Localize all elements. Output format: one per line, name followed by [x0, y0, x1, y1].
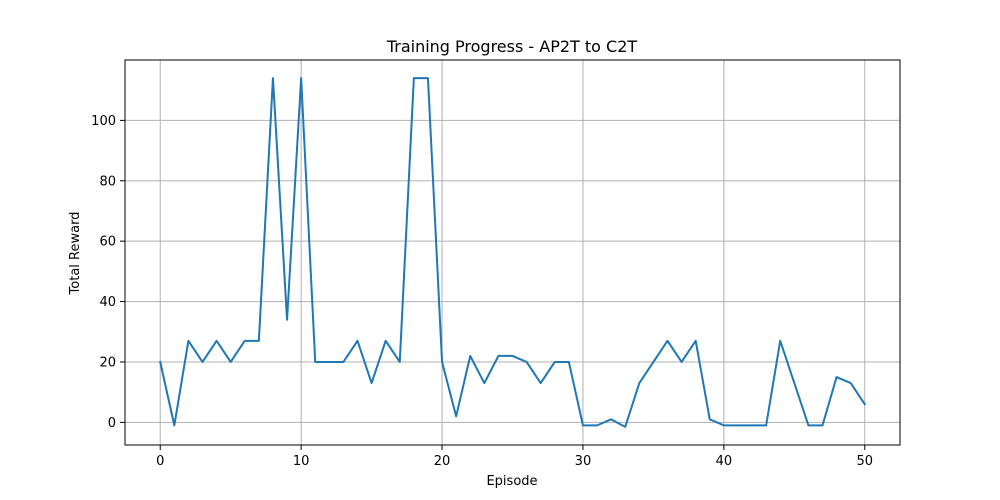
chart-title: Training Progress - AP2T to C2T	[386, 37, 638, 56]
plot-frame	[124, 59, 901, 446]
series-line-1	[159, 77, 867, 428]
y-tick-label: 100	[91, 114, 116, 129]
y-tick-label: 40	[99, 295, 116, 310]
y-axis-label: Total Reward	[68, 212, 83, 296]
y-tick-label: 80	[99, 174, 116, 189]
axis-ticks: 0 10 20 30 40 50 0 20 40 60 80 100	[91, 114, 873, 469]
y-tick-label: 60	[99, 235, 116, 250]
y-tick-label: 0	[108, 416, 116, 431]
x-tick-label: 20	[434, 454, 451, 469]
grid	[125, 60, 900, 445]
x-tick-label: 30	[575, 454, 592, 469]
x-tick-label: 0	[156, 454, 164, 469]
y-tick-label: 20	[99, 355, 116, 370]
x-tick-label: 10	[293, 454, 310, 469]
x-tick-label: 40	[716, 454, 733, 469]
x-axis-label: Episode	[486, 474, 537, 489]
series-layer	[159, 77, 867, 428]
x-tick-label: 50	[856, 454, 873, 469]
